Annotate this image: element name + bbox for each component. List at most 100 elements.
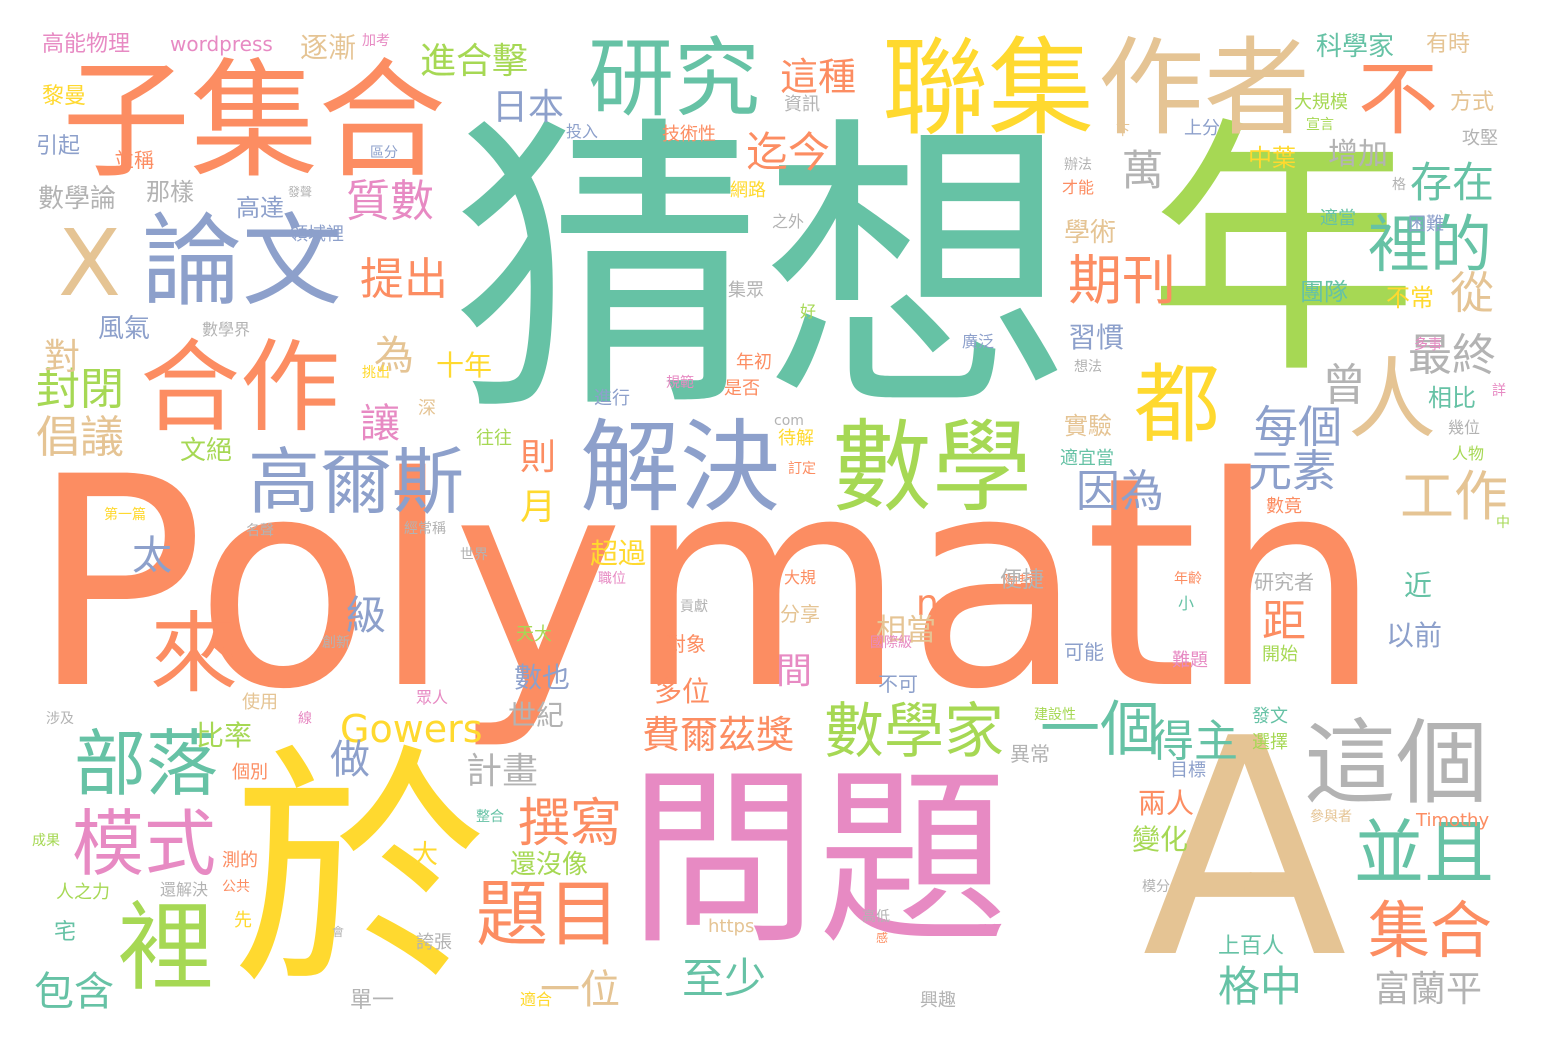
- word-cloud-term: 待解: [778, 428, 814, 449]
- word-cloud-term: 先: [234, 910, 252, 931]
- word-cloud-term: 單一: [350, 988, 395, 1013]
- word-cloud-term: A: [1142, 675, 1348, 1024]
- word-cloud-term: 多位: [654, 675, 711, 708]
- word-cloud-term: 年: [1148, 95, 1418, 410]
- word-cloud-term: 間: [776, 651, 813, 692]
- word-cloud-term: 適合: [520, 990, 553, 1009]
- word-cloud-term: 深: [418, 398, 436, 419]
- word-cloud-term: 技術性: [662, 124, 716, 145]
- word-cloud-term: 感: [876, 931, 889, 945]
- word-cloud-term: 興趣: [920, 990, 956, 1011]
- word-cloud-term: 格中: [1218, 962, 1303, 1011]
- word-cloud-term: 人物: [1452, 444, 1485, 463]
- word-cloud-term: 選擇: [1252, 732, 1288, 753]
- word-cloud-term: 異常: [1010, 742, 1050, 766]
- word-cloud-term: 撰寫: [518, 794, 623, 854]
- word-cloud-term: 名聲: [246, 523, 274, 539]
- word-cloud-term: 合作: [140, 329, 340, 446]
- word-cloud-term: 世界: [460, 547, 488, 563]
- word-cloud-term: 比率: [196, 719, 253, 752]
- word-cloud-term: 近: [1404, 569, 1433, 602]
- word-cloud-term: 廣泛: [962, 332, 995, 351]
- word-cloud-term: 團隊: [1300, 278, 1348, 306]
- word-cloud-term: 線: [298, 711, 312, 727]
- word-cloud-term: 好: [800, 302, 817, 321]
- word-cloud-term: wordpress: [170, 32, 273, 56]
- word-cloud-term: 可能: [1064, 640, 1104, 664]
- word-cloud-term: 測的: [222, 850, 258, 871]
- word-cloud-term: 最終: [1408, 330, 1496, 381]
- word-cloud-term: 讓: [360, 401, 400, 447]
- word-cloud-term: 集合: [1368, 894, 1493, 967]
- word-cloud-term: 方式: [1450, 90, 1495, 115]
- word-cloud-term: 眾人: [416, 688, 449, 707]
- word-cloud-term: 數竟: [1266, 496, 1302, 517]
- word-cloud-term: 部落: [74, 722, 219, 806]
- word-cloud-term: Gowers: [340, 707, 483, 751]
- word-cloud-term: 成果: [32, 833, 60, 849]
- word-cloud-term: 不可: [878, 672, 918, 696]
- word-cloud-term: 適當: [1320, 208, 1356, 229]
- word-cloud-term: 封閉: [36, 364, 124, 415]
- word-cloud-term: 子集合: [62, 47, 447, 196]
- word-cloud-term: 期刊: [1068, 249, 1176, 312]
- word-cloud-term: 數學論: [38, 184, 117, 214]
- word-cloud-term: 整合: [476, 809, 504, 825]
- word-cloud-term: 高爾斯: [248, 440, 465, 524]
- word-cloud-term: 幾位: [1448, 418, 1481, 437]
- word-cloud-term: 十年: [436, 349, 493, 382]
- word-cloud-term: 從: [1450, 268, 1494, 319]
- word-cloud-term: 小: [1178, 594, 1195, 613]
- word-cloud-term: 來: [150, 602, 239, 705]
- word-cloud-term: 元素: [1248, 446, 1336, 497]
- word-cloud-term: 加考: [362, 33, 390, 49]
- word-cloud-term: 裡的: [1368, 208, 1493, 281]
- word-cloud-term: 因為: [1076, 466, 1164, 517]
- word-cloud-term: 難題: [1172, 650, 1208, 671]
- word-cloud-term: 網路: [730, 180, 766, 201]
- word-cloud-term: 迄今: [746, 128, 831, 177]
- word-cloud-term: 還解決: [160, 880, 209, 899]
- word-cloud-term: 計畫: [466, 751, 539, 792]
- word-cloud-term: 並且: [1354, 812, 1494, 894]
- word-cloud-term: 上百人: [1218, 934, 1285, 959]
- word-cloud-term: 貢獻: [680, 599, 708, 615]
- word-cloud-term: 攻堅: [1462, 128, 1498, 149]
- word-cloud-term: 太: [132, 533, 172, 579]
- word-cloud-term: 數學: [832, 409, 1032, 526]
- word-cloud-term: n: [916, 583, 939, 624]
- word-cloud-term: 月: [520, 487, 557, 528]
- word-cloud-term: 涉及: [46, 711, 74, 727]
- word-cloud-term: 對象: [666, 632, 706, 656]
- word-cloud-term: 困難: [1408, 214, 1444, 235]
- word-cloud-term: 萬: [1115, 148, 1164, 190]
- word-cloud-term: 一個: [1040, 695, 1160, 765]
- word-cloud-term: Timothy: [1416, 810, 1490, 831]
- word-cloud-term: 之外: [772, 212, 805, 231]
- word-cloud-term: 訂定: [788, 461, 816, 477]
- word-cloud-term: 領域裡: [290, 224, 344, 245]
- word-cloud-term: 實驗: [1064, 412, 1112, 440]
- word-cloud-term: 年初: [736, 352, 772, 373]
- word-cloud-term: com: [774, 413, 804, 429]
- word-cloud-term: 相當: [876, 613, 936, 648]
- word-cloud-term: 逐漸: [300, 31, 357, 64]
- word-cloud-term: 高能物理: [42, 32, 131, 57]
- word-cloud-term: 中葉: [1248, 144, 1296, 172]
- word-cloud-term: 誇張: [416, 932, 452, 953]
- word-cloud-term: 辦法: [1064, 157, 1092, 173]
- word-cloud-term: 曾: [1322, 360, 1366, 411]
- word-cloud-term: 建設性: [1034, 707, 1076, 723]
- word-cloud-term: 便捷: [1000, 568, 1045, 593]
- word-cloud-term: 人之力: [56, 882, 110, 903]
- word-cloud-term: 發聲: [288, 185, 313, 199]
- word-cloud-term: 對: [44, 337, 81, 378]
- word-cloud-term: 增加: [1328, 137, 1388, 172]
- word-cloud-term: 區分: [370, 145, 398, 161]
- word-cloud-term: 作者: [1098, 27, 1310, 150]
- word-cloud-term: 提出: [360, 254, 448, 305]
- word-cloud-term: 規範: [666, 375, 694, 391]
- word-cloud-term: 上分: [1184, 118, 1220, 139]
- word-cloud-term: 風氣: [98, 314, 151, 344]
